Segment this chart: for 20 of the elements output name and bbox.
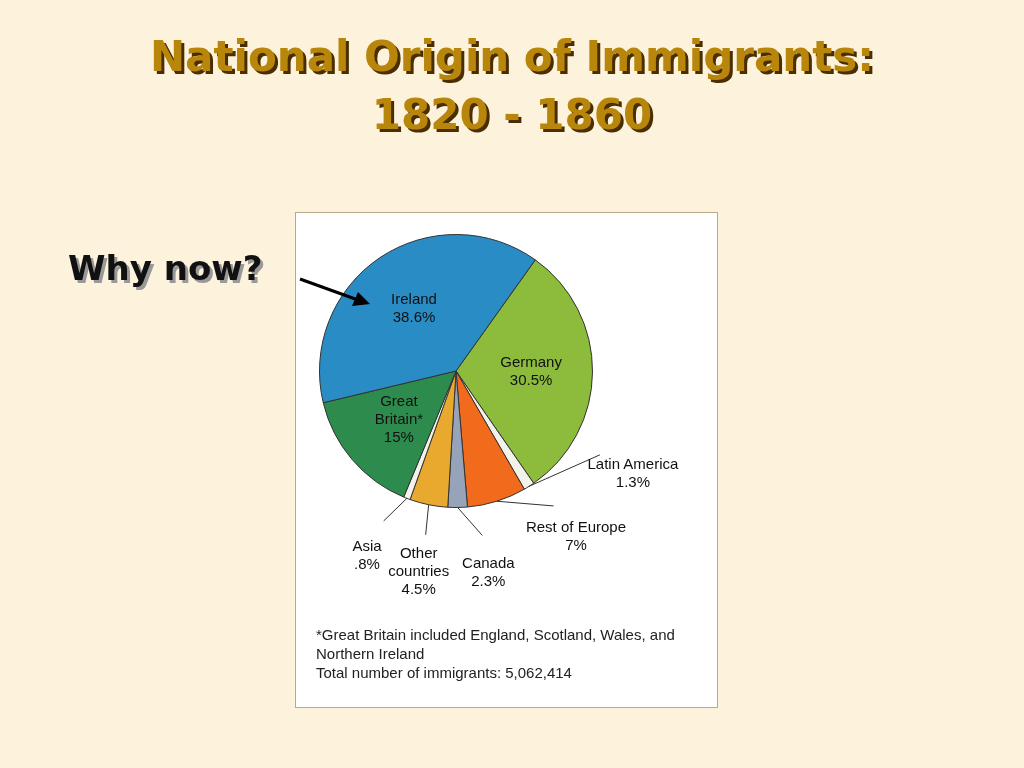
- data-label: 4.5%: [401, 580, 436, 598]
- slice-label: Great Britain*: [374, 391, 424, 427]
- slice-label: Rest of Europe: [525, 518, 627, 536]
- data-label: .8%: [354, 554, 380, 572]
- slice-label: Germany: [500, 352, 563, 370]
- slice-label: Asia: [352, 536, 383, 554]
- data-label: 30.5%: [509, 370, 553, 388]
- data-label: 1.3%: [615, 473, 651, 491]
- slice-label: Other countries: [388, 544, 450, 580]
- data-label: 38.6%: [392, 307, 436, 325]
- slice-label: Canada: [462, 554, 516, 572]
- data-label: 15%: [383, 427, 414, 445]
- text: Total number of immigrants: 5,062,414: [316, 663, 573, 682]
- data-label: 2.3%: [471, 572, 506, 590]
- text: *Great Britain included England, Scotland, Wales, and Northern Ireland: [316, 625, 676, 663]
- data-label: 7%: [565, 536, 587, 554]
- slice-label: Ireland: [391, 289, 437, 307]
- slice-label: Latin America: [587, 455, 680, 473]
- chart-title: National Origin of Immigrants: 1820 - 1860: [148, 31, 876, 141]
- text: Why now?: [68, 248, 263, 288]
